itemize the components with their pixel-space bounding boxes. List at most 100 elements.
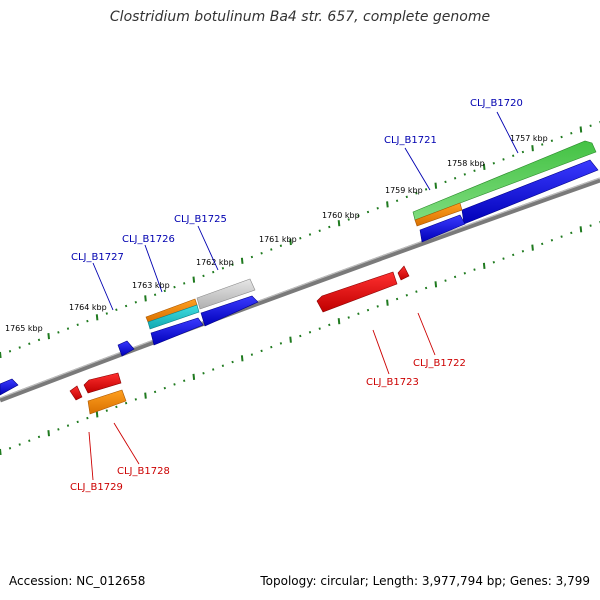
minor-tick: [492, 161, 495, 165]
minor-tick: [473, 268, 476, 271]
gene-feature: [0, 378, 19, 396]
minor-tick: [28, 439, 31, 442]
major-tick: [482, 163, 486, 170]
gene-leader-lines: [88, 111, 519, 481]
minor-tick: [212, 368, 215, 371]
minor-tick: [473, 169, 476, 172]
gene-label: CLJ_B1722: [413, 358, 466, 369]
minor-tick: [76, 323, 79, 327]
minor-tick: [124, 401, 128, 405]
minor-tick: [589, 124, 592, 127]
gene-label: CLJ_B1727: [71, 252, 124, 263]
minor-tick: [570, 131, 573, 135]
major-tick: [531, 145, 534, 152]
minor-tick: [357, 312, 360, 316]
major-tick: [240, 257, 244, 264]
gene-feature: [414, 202, 463, 227]
minor-tick: [424, 286, 428, 290]
minor-tick: [86, 416, 89, 420]
minor-tick: [453, 275, 457, 279]
minor-tick: [357, 214, 360, 217]
kbp-label: 1765 kbp: [5, 324, 43, 333]
minor-tick: [463, 271, 466, 275]
gene-label: CLJ_B1723: [366, 377, 419, 388]
minor-tick: [270, 345, 273, 349]
major-tick: [289, 238, 292, 246]
minor-tick: [231, 360, 234, 364]
kbp-label: 1764 kbp: [69, 303, 107, 312]
minor-tick: [163, 289, 166, 293]
forward-genes: [0, 140, 599, 396]
gene-feature: [461, 159, 599, 225]
minor-tick: [115, 405, 118, 409]
minor-tick: [173, 285, 176, 289]
minor-tick: [347, 218, 350, 221]
minor-tick: [512, 253, 515, 257]
minor-tick: [444, 180, 447, 184]
major-tick: [289, 336, 292, 343]
major-tick: [95, 314, 99, 321]
minor-tick: [463, 173, 466, 176]
minor-tick: [260, 349, 263, 353]
minor-tick: [550, 239, 554, 242]
kbp-label: 1761 kbp: [259, 235, 297, 244]
gene-feature: [397, 265, 410, 281]
minor-tick: [328, 323, 331, 327]
minor-tick: [395, 297, 399, 301]
minor-tick: [502, 158, 505, 161]
major-tick: [192, 276, 196, 283]
major-tick: [579, 126, 583, 133]
minor-tick: [376, 206, 379, 210]
minor-tick: [18, 346, 21, 349]
major-tick: [144, 392, 147, 399]
minor-tick: [347, 316, 350, 319]
minor-tick: [105, 312, 108, 315]
major-tick: [482, 262, 486, 269]
minor-tick: [424, 188, 428, 191]
major-tick: [579, 226, 583, 233]
minor-tick: [183, 282, 186, 285]
minor-tick: [279, 244, 283, 248]
minor-tick: [163, 386, 166, 390]
minor-tick: [173, 383, 176, 386]
major-tick: [47, 430, 50, 437]
kbp-label: 1758 kbp: [447, 159, 485, 168]
minor-tick: [37, 435, 41, 439]
minor-tick: [560, 135, 563, 139]
kbp-label: 1759 kbp: [385, 186, 423, 195]
gene-feature: [147, 304, 200, 330]
minor-tick: [366, 308, 370, 312]
minor-tick: [37, 338, 41, 342]
minor-tick: [183, 379, 186, 382]
major-tick: [47, 333, 50, 340]
minor-tick: [541, 242, 544, 246]
kbp-label: 1757 kbp: [510, 134, 548, 143]
minor-tick: [202, 371, 205, 375]
gene-label: CLJ_B1720: [470, 98, 523, 109]
gene-feature: [200, 295, 259, 327]
major-tick: [434, 182, 438, 189]
major-tick: [386, 201, 389, 208]
minor-tick: [492, 260, 495, 264]
minor-tick: [318, 327, 321, 330]
minor-tick: [453, 176, 457, 180]
minor-tick: [250, 353, 254, 356]
minor-tick: [560, 235, 563, 238]
minor-tick: [28, 342, 31, 345]
minor-tick: [541, 143, 544, 146]
minor-tick: [270, 248, 273, 251]
minor-tick: [57, 331, 60, 334]
major-tick: [531, 244, 534, 251]
major-tick: [95, 411, 99, 418]
minor-tick: [76, 420, 79, 424]
gene-feature: [150, 317, 204, 346]
minor-tick: [521, 150, 525, 154]
minor-tick: [299, 334, 302, 338]
kbp-label: 1760 kbp: [322, 211, 360, 220]
minor-tick: [279, 342, 283, 345]
gene-feature: [196, 278, 256, 310]
minor-tick: [153, 390, 157, 394]
minor-tick: [444, 279, 447, 282]
major-tick: [434, 281, 438, 288]
